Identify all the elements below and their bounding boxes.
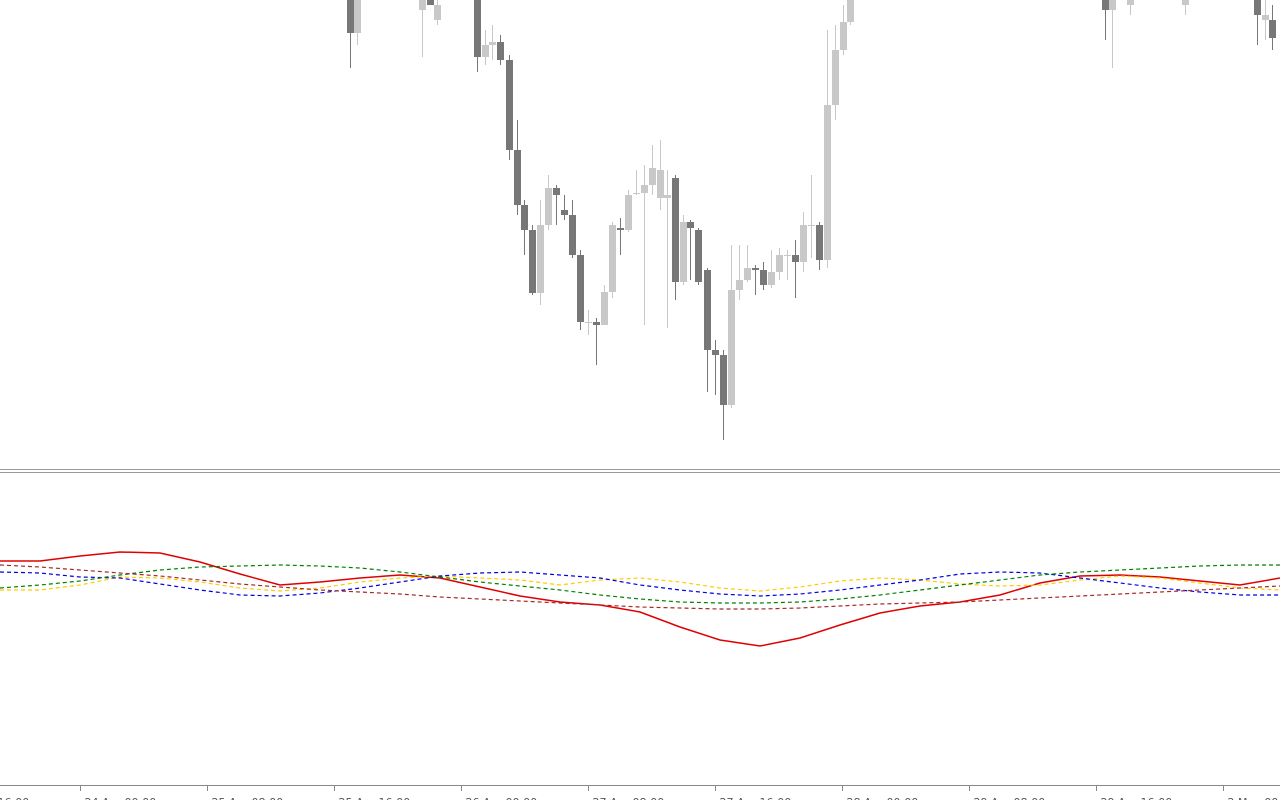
candle-body [482,45,489,57]
candle-body [601,292,608,325]
candle-body [427,0,434,5]
candle-body [514,150,521,205]
candle-body [704,270,711,350]
x-tick-label: 26 Apr 00:00 [466,796,538,800]
x-tick-label: 24 Apr 00:00 [85,796,157,800]
time-axis-labels: 23 Apr 16:00 24 Apr 00:00 25 Apr 08:00 25 A… [0,785,1280,800]
candle-body [1127,0,1134,5]
candle-body [1262,15,1269,20]
candle-body [354,0,361,33]
candle-body [744,268,751,280]
candle-body [506,60,513,150]
price-panel [347,0,1276,440]
x-tick-label: 23 Apr 16:00 [0,796,29,800]
indicator-line [0,564,1280,610]
candle-body [824,105,831,260]
candle-body [577,255,584,322]
candle-body [736,280,743,290]
candle-body [1102,0,1109,10]
candle-body [832,50,839,105]
candle-body [657,170,664,198]
candle-body [434,5,441,20]
candle-body [569,215,576,255]
candle-body [687,222,694,228]
candle-body [617,228,624,230]
candle-body [529,230,536,293]
indicator-line [0,551,1280,647]
candle-body [545,188,552,225]
candle-body [1269,20,1276,38]
candle-body [712,350,719,355]
candle-body [808,225,815,226]
x-tick-label: 25 Apr 08:00 [212,796,284,800]
candle-body [1109,0,1116,10]
candle-body [816,225,823,260]
candle-body [553,188,560,195]
candle-body [633,193,640,194]
candle-body [561,210,568,215]
candle-body [537,225,544,293]
candle-body [752,268,759,270]
x-tick-label: 25 Apr 16:00 [339,796,411,800]
candle-body [728,290,735,405]
indicator-line [0,564,1280,604]
candle-body [768,272,775,285]
candle-body [497,42,504,60]
x-tick-label: 27 Apr 16:00 [720,796,792,800]
candle-body [347,0,354,33]
candle-body [641,185,648,193]
candle-body [720,355,727,405]
candle-body [1254,0,1261,15]
indicator-panel [0,551,1280,647]
candle-body [489,42,496,45]
candle-body [672,178,679,282]
candle-body [474,0,481,57]
candle-body [609,225,616,292]
x-tick-label: 2 May 00:00 [1228,796,1280,800]
indicator-line [0,575,1280,592]
candle-body [664,195,671,198]
indicator-line [0,571,1280,597]
candle-body [1182,0,1189,5]
x-tick-label: 29 Apr 08:00 [974,796,1046,800]
candle-body [776,255,783,272]
candle-body [419,0,426,10]
candle-body [521,205,528,230]
candle-body [792,255,799,262]
candle-body [585,322,592,323]
x-tick-label: 28 Apr 00:00 [847,796,919,800]
candle-body [784,255,791,256]
candle-body [840,22,847,50]
candle-body [847,0,854,22]
candle-body [760,270,767,285]
x-tick-label: 29 Apr 16:00 [1101,796,1173,800]
x-tick-label: 27 Apr 08:00 [593,796,665,800]
candle-body [695,230,702,282]
candle-body [625,195,632,230]
candle-body [680,222,687,282]
candle-body [593,322,600,325]
candle-body [800,225,807,262]
candle-body [649,168,656,185]
